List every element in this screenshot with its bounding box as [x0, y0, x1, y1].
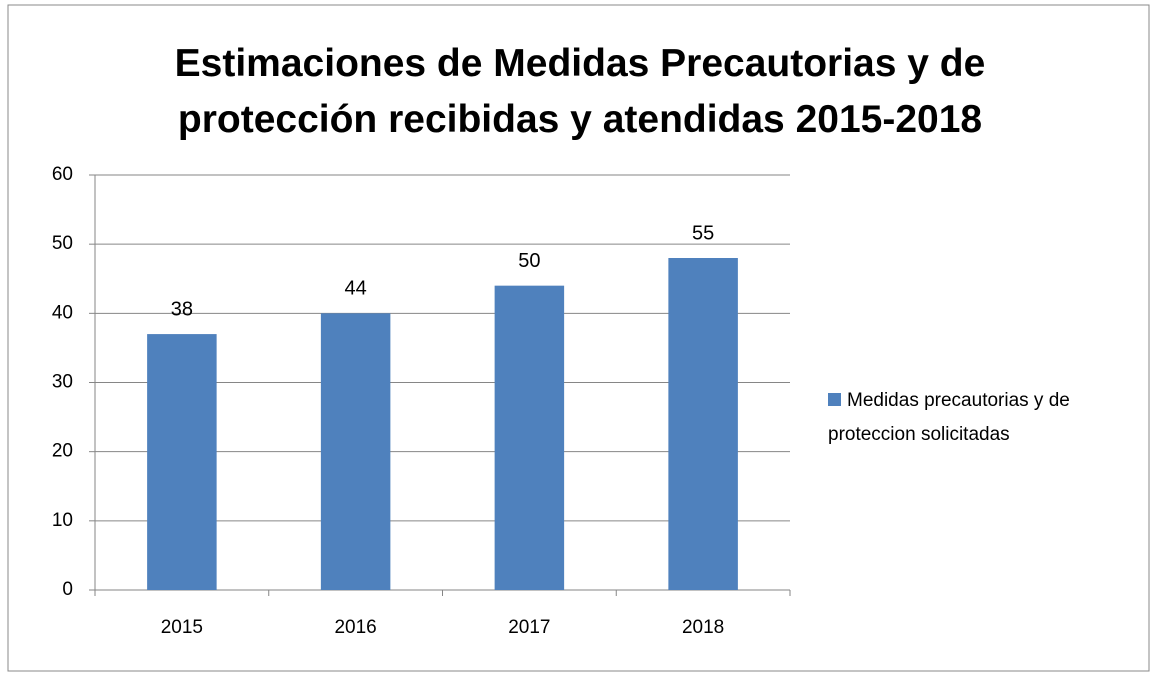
- bar: [147, 334, 217, 590]
- bar: [320, 313, 391, 590]
- bar: [668, 258, 738, 590]
- y-tick-label: 40: [52, 302, 73, 323]
- y-tick-label: 30: [52, 372, 73, 393]
- y-tick-label: 20: [52, 441, 73, 462]
- legend-label: Medidas precautorias y de proteccion sol…: [828, 390, 1070, 445]
- y-tick-label: 50: [52, 233, 73, 254]
- data-label: 50: [518, 250, 540, 272]
- legend-swatch: [828, 393, 841, 406]
- x-tick-label: 2018: [682, 617, 724, 638]
- x-tick-label: 2017: [508, 617, 550, 638]
- x-tick-label: 2016: [334, 617, 376, 638]
- chart-title: Estimaciones de Medidas Precautorias y d…: [174, 42, 986, 141]
- chart-border: [7, 4, 1150, 672]
- y-tick-label: 60: [52, 164, 73, 185]
- x-tick-label: 2015: [161, 617, 203, 638]
- bar: [494, 285, 565, 590]
- data-label: 55: [692, 222, 714, 244]
- legend: Medidas precautorias y de proteccion sol…: [828, 384, 1138, 452]
- data-label: 38: [171, 298, 193, 320]
- y-tick-label: 10: [52, 510, 73, 531]
- data-label: 44: [345, 278, 367, 300]
- y-tick-label: 0: [62, 579, 73, 600]
